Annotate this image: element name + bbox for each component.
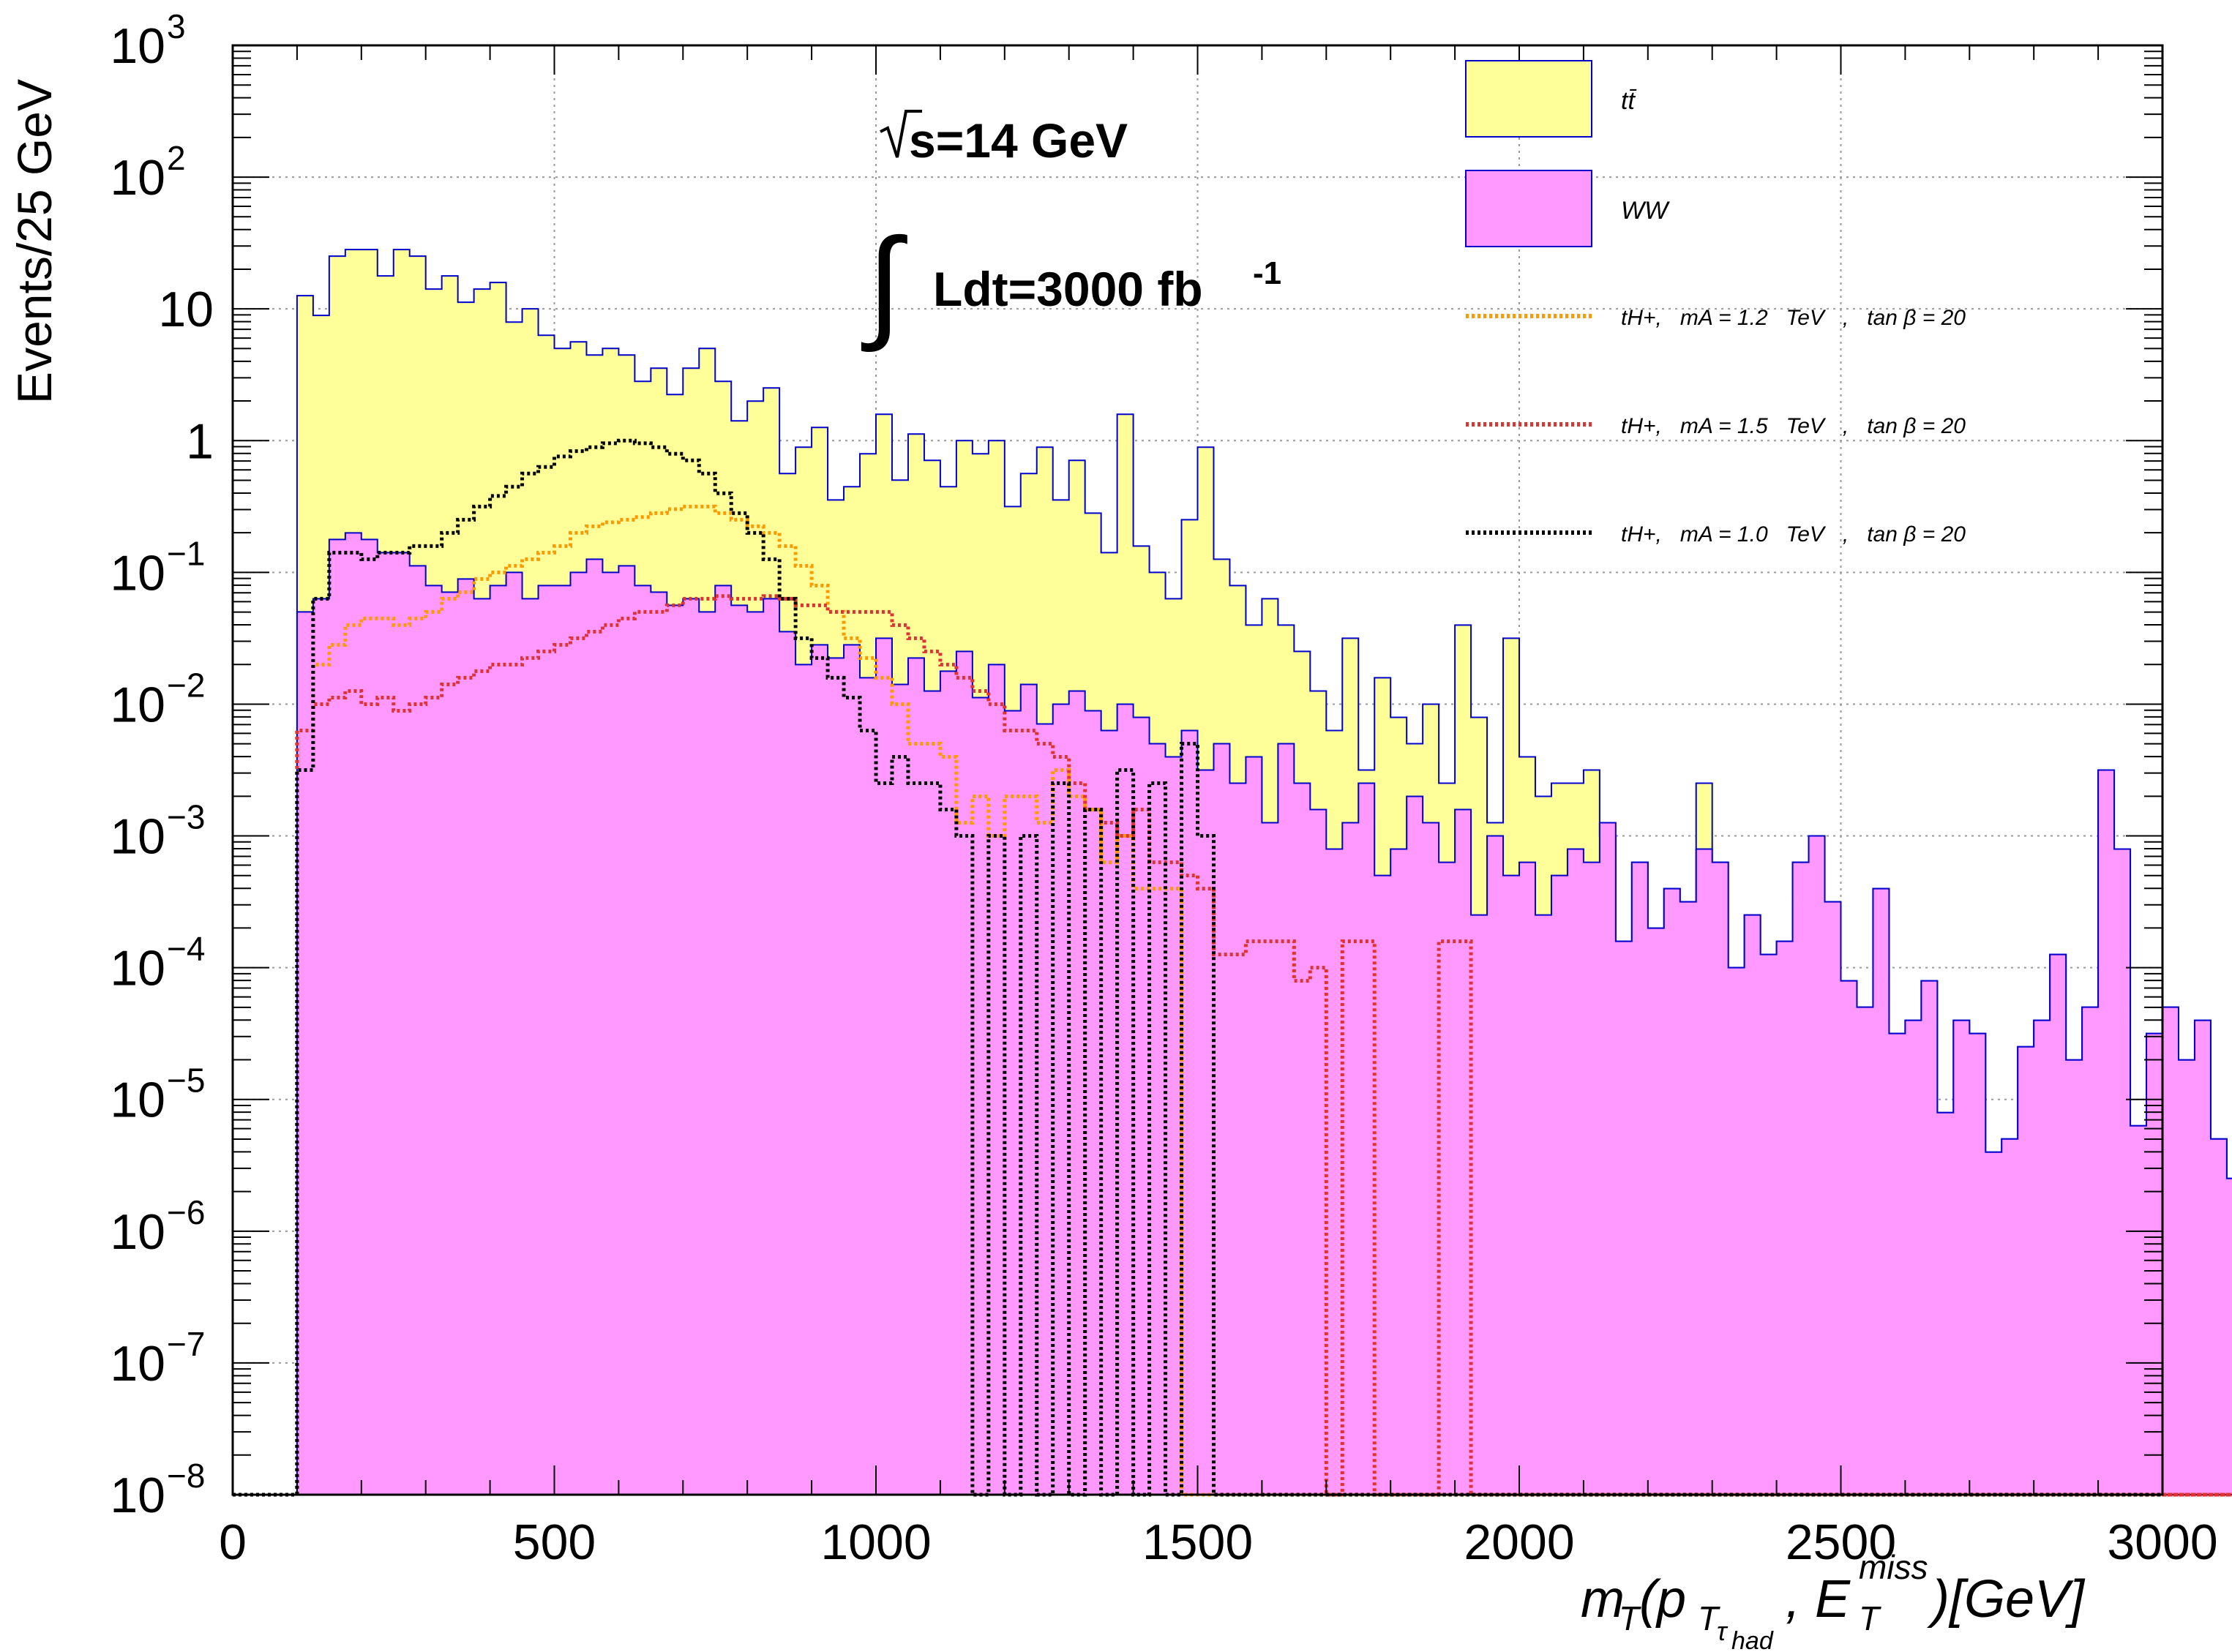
axis-ticks bbox=[232, 45, 2163, 1495]
y-tick-base: 10 bbox=[110, 1468, 165, 1523]
y-tick-base: 10 bbox=[110, 1204, 165, 1260]
y-tick-exponent: 2 bbox=[167, 139, 186, 177]
x-tick-labels: 0 500 1000 1500 2000 2500 3000 bbox=[219, 1514, 2218, 1570]
svg-text:Ldt=3000 fb: Ldt=3000 fb bbox=[933, 262, 1203, 316]
y-tick-label: 10 3 bbox=[110, 7, 185, 74]
x-tick-label: 500 bbox=[513, 1514, 596, 1570]
y-tick-label: 10 −2 bbox=[110, 666, 205, 732]
y-tick-label: 10 −3 bbox=[110, 798, 205, 865]
legend-swatch bbox=[1465, 170, 1592, 247]
svg-text:∫: ∫ bbox=[861, 214, 907, 353]
x-tick-label: 2500 bbox=[1786, 1514, 1896, 1570]
y-tick-base: 10 bbox=[110, 677, 165, 732]
histogram-bars bbox=[296, 532, 2232, 1495]
y-tick-exponent: 3 bbox=[167, 7, 186, 45]
y-tick-label: 10 2 bbox=[110, 139, 185, 206]
y-tick-base: 10 bbox=[110, 1073, 165, 1128]
y-tick-exponent: −4 bbox=[167, 930, 205, 968]
y-tick-base: 10 bbox=[158, 282, 214, 337]
series-ww-fill bbox=[296, 532, 2232, 1495]
energy-annotation: s=14 GeV bbox=[880, 110, 1128, 168]
y-tick-label: 10 −5 bbox=[110, 1062, 205, 1128]
y-tick-label: 10 −7 bbox=[110, 1325, 205, 1392]
x-tick-label: 3000 bbox=[2107, 1514, 2217, 1570]
y-tick-base: 1 bbox=[186, 413, 214, 469]
svg-text:)[GeV]: )[GeV] bbox=[1927, 1570, 2086, 1629]
y-tick-exponent: −5 bbox=[167, 1062, 205, 1100]
legend-entry: WW bbox=[1465, 170, 1670, 247]
legend-entry: tH+, mA = 1.2 TeV , tan β = 20 bbox=[1466, 306, 1966, 330]
legend-swatch bbox=[1465, 60, 1592, 138]
svg-text:T: T bbox=[1859, 1599, 1881, 1637]
x-tick-label: 1000 bbox=[820, 1514, 931, 1570]
x-tick-label: 1500 bbox=[1142, 1514, 1253, 1570]
svg-text:m: m bbox=[1581, 1570, 1625, 1629]
y-tick-base: 10 bbox=[110, 1336, 165, 1392]
svg-text:, E: , E bbox=[1786, 1570, 1851, 1629]
y-tick-label: 10 −8 bbox=[110, 1457, 205, 1523]
svg-text:T: T bbox=[1698, 1599, 1720, 1637]
y-tick-exponent: −6 bbox=[167, 1193, 205, 1231]
legend-label: tt̄ bbox=[1621, 87, 1637, 115]
svg-text:miss: miss bbox=[1859, 1548, 1928, 1586]
y-tick-label: 10 bbox=[158, 282, 214, 337]
y-axis-title: Events/25 GeV bbox=[7, 79, 61, 404]
svg-text:(p: (p bbox=[1639, 1570, 1686, 1629]
legend-entry: tH+, mA = 1.5 TeV , tan β = 20 bbox=[1466, 414, 1966, 438]
y-tick-base: 10 bbox=[110, 809, 165, 865]
svg-text:T: T bbox=[1619, 1599, 1641, 1637]
y-tick-exponent: −1 bbox=[167, 534, 205, 572]
svg-text:τ: τ bbox=[1717, 1616, 1729, 1646]
signal-line bbox=[233, 504, 2162, 1497]
y-tick-base: 10 bbox=[110, 941, 165, 996]
legend-entry: tH+, mA = 1.0 TeV , tan β = 20 bbox=[1466, 522, 1966, 547]
luminosity-annotation: ∫ Ldt=3000 fb -1 bbox=[861, 214, 1281, 353]
svg-text:s=14 GeV: s=14 GeV bbox=[909, 113, 1128, 168]
y-tick-base: 10 bbox=[110, 545, 165, 601]
y-tick-label: 10 −6 bbox=[110, 1193, 205, 1260]
legend-label: tH+, mA = 1.5 TeV , tan β = 20 bbox=[1621, 414, 1966, 438]
legend-label: tH+, mA = 1.2 TeV , tan β = 20 bbox=[1621, 306, 1966, 330]
y-tick-label: 10 −4 bbox=[110, 930, 205, 996]
y-tick-base: 10 bbox=[110, 150, 165, 206]
x-tick-label: 2000 bbox=[1464, 1514, 1574, 1570]
y-tick-label: 1 bbox=[186, 413, 214, 469]
legend-label: WW bbox=[1621, 197, 1670, 225]
x-axis-title: m T (p T τ had , E T miss )[GeV] bbox=[1581, 1548, 2086, 1652]
y-tick-exponent: −8 bbox=[167, 1457, 205, 1495]
signal-line bbox=[233, 438, 2162, 1497]
y-tick-exponent: −7 bbox=[167, 1325, 205, 1363]
y-tick-exponent: −3 bbox=[167, 798, 205, 836]
y-tick-base: 10 bbox=[110, 18, 165, 74]
legend: tt̄ WW tH+, mA = 1.2 TeV , tan β = 20 tH+, … bbox=[1465, 60, 1966, 547]
svg-text:had: had bbox=[1731, 1627, 1774, 1652]
y-tick-exponent: −2 bbox=[167, 666, 205, 704]
legend-entry: tt̄ bbox=[1465, 60, 1637, 138]
x-tick-label: 0 bbox=[219, 1514, 247, 1570]
y-tick-label: 10 −1 bbox=[110, 534, 205, 601]
legend-label: tH+, mA = 1.0 TeV , tan β = 20 bbox=[1621, 522, 1966, 547]
svg-text:-1: -1 bbox=[1253, 255, 1281, 291]
